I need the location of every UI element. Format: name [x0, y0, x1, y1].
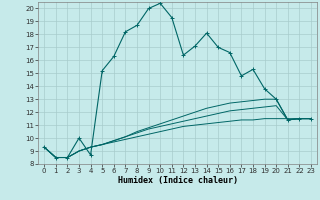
X-axis label: Humidex (Indice chaleur): Humidex (Indice chaleur) — [118, 176, 238, 185]
